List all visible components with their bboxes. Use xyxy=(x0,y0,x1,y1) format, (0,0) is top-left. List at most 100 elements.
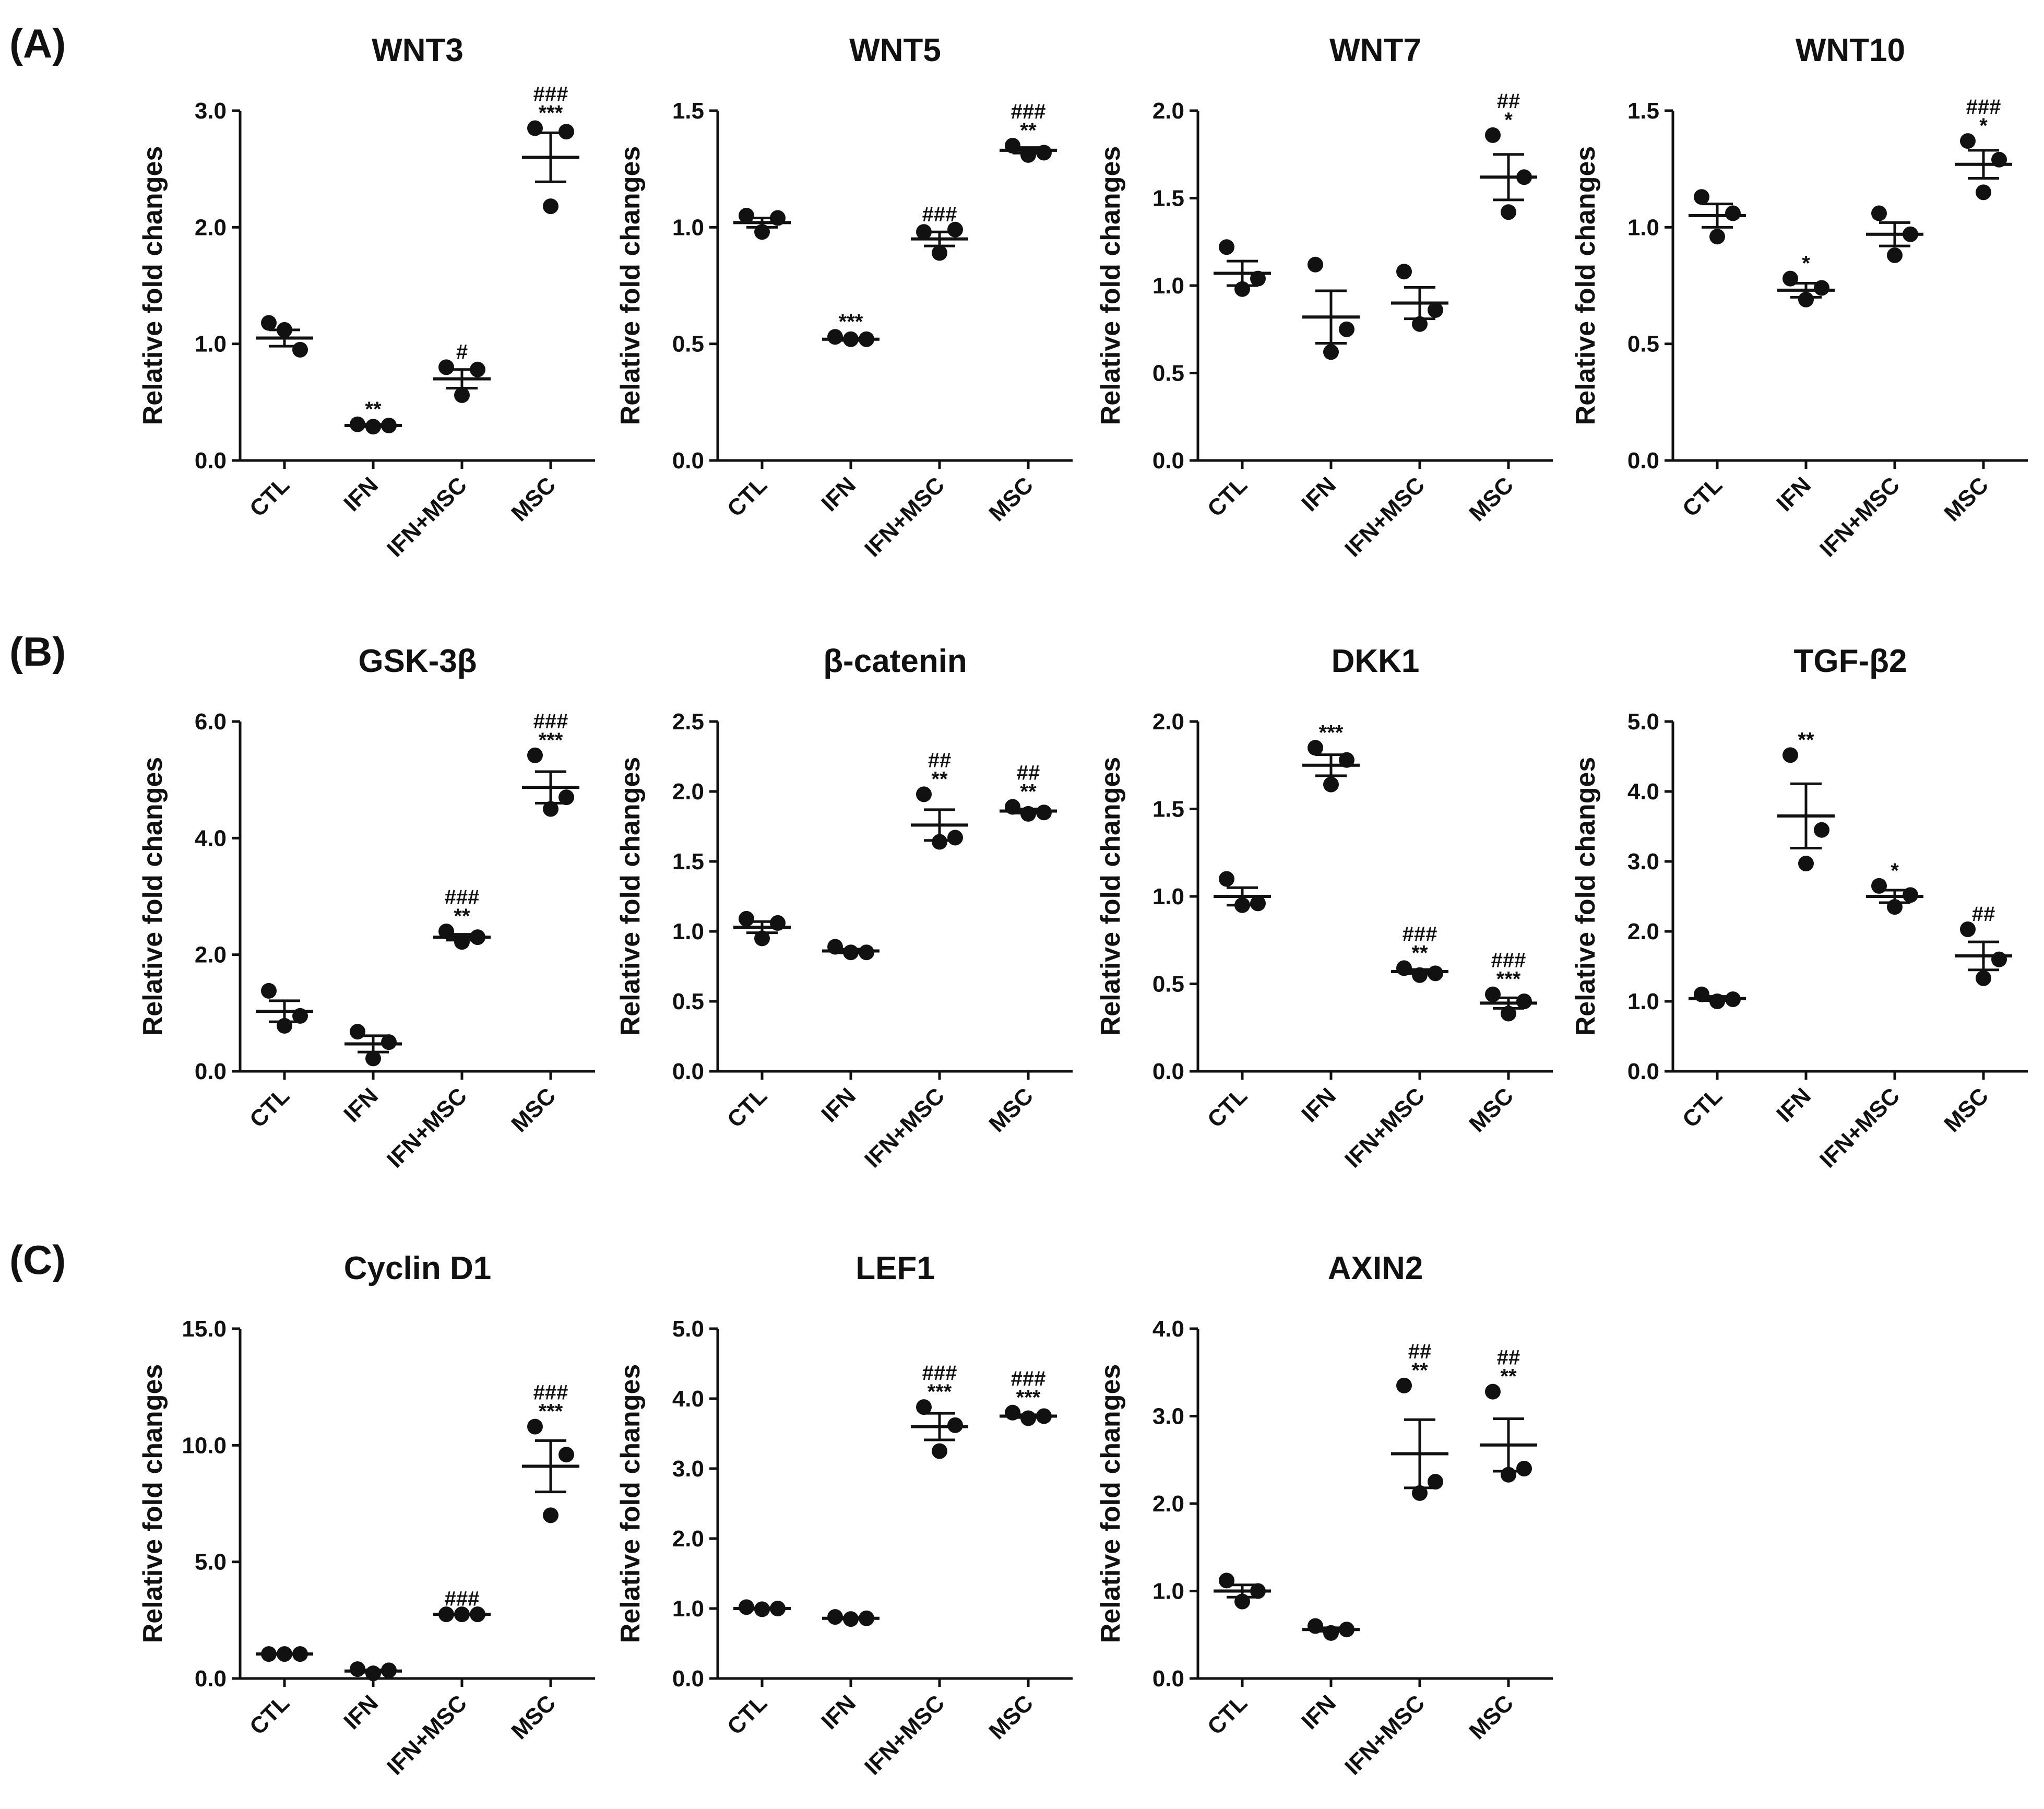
x-tick-label: CTL xyxy=(245,472,294,522)
data-point xyxy=(1798,291,1814,308)
data-point xyxy=(1903,226,1918,242)
significance-label: ** xyxy=(1411,941,1428,964)
y-tick-label: 1.0 xyxy=(672,215,704,240)
data-point xyxy=(558,1447,574,1463)
data-point xyxy=(1485,127,1501,143)
chart-wnt7: WNT7 Relative fold changes 0.0 0.5 1.0 1.5 2.0… xyxy=(1096,32,1553,562)
x-tick-label: IFN+MSC xyxy=(382,1690,472,1780)
y-tick-label: 3.0 xyxy=(672,1456,704,1482)
data-point xyxy=(261,983,277,999)
data-point xyxy=(527,1418,543,1435)
y-tick-label: 1.0 xyxy=(195,332,227,357)
data-point xyxy=(1516,169,1532,185)
data-point xyxy=(1501,204,1516,220)
significance-label: ** xyxy=(1798,728,1814,751)
data-point xyxy=(1412,316,1428,332)
significance-label: ** xyxy=(1411,1359,1428,1382)
data-point xyxy=(1219,1572,1234,1589)
significance-label: ## xyxy=(1497,1346,1520,1369)
x-tick-label: IFN+MSC xyxy=(1340,1083,1430,1173)
data-point xyxy=(947,1417,963,1433)
x-tick-label: IFN xyxy=(339,1690,383,1734)
y-tick-label: 0.5 xyxy=(1152,361,1184,386)
data-point xyxy=(1709,229,1725,245)
data-point xyxy=(843,331,859,347)
significance-label: ** xyxy=(1020,119,1037,142)
x-tick-label: IFN xyxy=(816,1690,861,1734)
chart-title: LEF1 xyxy=(855,1250,935,1286)
y-tick-label: 2.0 xyxy=(1152,1491,1184,1517)
significance-label: *** xyxy=(1496,968,1521,991)
data-point xyxy=(1725,205,1741,221)
y-tick-label: 3.0 xyxy=(195,98,227,124)
y-tick-label: 0.5 xyxy=(1627,332,1659,357)
data-point xyxy=(932,834,947,850)
y-tick-label: 0.0 xyxy=(672,448,704,474)
y-tick-label: 10.0 xyxy=(182,1433,227,1458)
data-point xyxy=(947,221,963,238)
x-tick-label: IFN xyxy=(816,1083,861,1127)
significance-label: ** xyxy=(1500,1365,1517,1388)
data-point xyxy=(365,1665,381,1682)
chart-title: WNT7 xyxy=(1329,32,1421,68)
chart--catenin: β-catenin Relative fold changes 0.0 0.5 1.0 1… xyxy=(615,643,1073,1173)
y-tick-label: 1.5 xyxy=(1627,98,1659,124)
significance-label: * xyxy=(1504,109,1513,132)
data-point xyxy=(381,1662,397,1678)
significance-label: ### xyxy=(533,710,568,733)
x-tick-label: IFN xyxy=(1297,1690,1341,1734)
y-tick-label: 1.5 xyxy=(672,98,704,124)
data-point xyxy=(438,924,454,939)
x-tick-label: IFN+MSC xyxy=(1340,472,1430,562)
data-point xyxy=(1960,133,1976,149)
data-point xyxy=(1234,897,1250,913)
data-point xyxy=(292,1646,308,1662)
x-tick-label: CTL xyxy=(1203,1083,1252,1132)
data-point xyxy=(1725,991,1741,1007)
x-tick-label: CTL xyxy=(1678,472,1727,522)
data-point xyxy=(1782,747,1798,763)
chart-title: TGF-β2 xyxy=(1794,643,1907,679)
data-point xyxy=(1782,270,1798,287)
y-tick-label: 0.0 xyxy=(195,448,227,474)
chart-title: β-catenin xyxy=(823,643,967,679)
y-tick-label: 2.5 xyxy=(672,709,704,735)
significance-label: *** xyxy=(539,102,563,125)
chart-wnt3: WNT3 Relative fold changes 0.0 1.0 2.0 3.0 CTL… xyxy=(138,32,595,562)
chart-title: WNT3 xyxy=(372,32,464,68)
data-point xyxy=(827,1609,843,1625)
significance-label: ### xyxy=(1966,96,2001,119)
data-point xyxy=(470,1606,485,1623)
data-point xyxy=(1412,1485,1428,1501)
data-point xyxy=(827,329,843,345)
data-point xyxy=(1501,1006,1516,1022)
data-point xyxy=(1234,1593,1250,1610)
data-point xyxy=(1991,951,2007,967)
y-tick-label: 15.0 xyxy=(182,1316,227,1342)
y-tick-label: 2.0 xyxy=(1152,98,1184,124)
x-tick-label: IFN xyxy=(339,472,383,516)
data-point xyxy=(1396,960,1412,976)
x-tick-label: CTL xyxy=(722,1690,772,1740)
data-point xyxy=(365,1050,381,1067)
data-point xyxy=(1396,1377,1412,1393)
chart-wnt5: WNT5 Relative fold changes 0.0 0.5 1.0 1.5 CTL… xyxy=(615,32,1073,562)
y-tick-label: 2.0 xyxy=(195,942,227,968)
data-point xyxy=(1709,994,1725,1009)
data-point xyxy=(827,939,843,955)
data-point xyxy=(1428,1474,1443,1490)
significance-label: ### xyxy=(445,1588,480,1611)
significance-label: ### xyxy=(1011,100,1046,123)
data-point xyxy=(1308,256,1323,273)
x-tick-label: IFN+MSC xyxy=(1815,1083,1905,1173)
data-point xyxy=(1485,1384,1501,1400)
y-tick-label: 4.0 xyxy=(672,1386,704,1412)
significance-label: *** xyxy=(1016,1386,1041,1409)
data-point xyxy=(1991,151,2007,168)
x-tick-label: IFN+MSC xyxy=(860,1690,949,1780)
data-point xyxy=(1036,145,1052,161)
data-point xyxy=(365,419,381,435)
significance-label: ## xyxy=(1972,903,1995,926)
data-point xyxy=(292,341,308,358)
y-tick-label: 0.0 xyxy=(1152,1666,1184,1692)
